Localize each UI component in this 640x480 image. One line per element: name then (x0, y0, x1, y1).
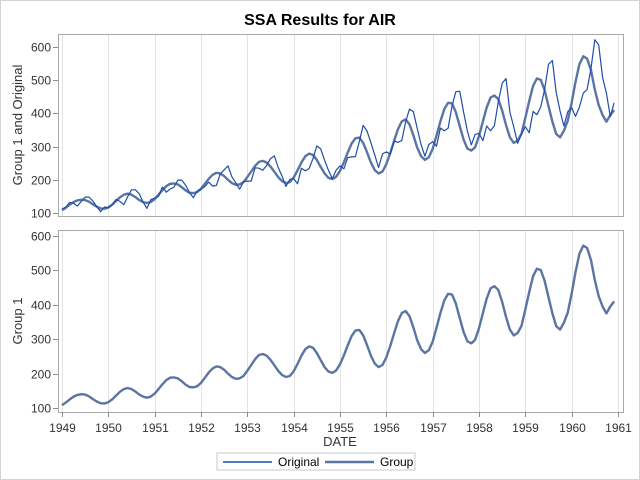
legend-label-original: Original (278, 455, 319, 469)
y-tick-label: 400 (31, 107, 51, 121)
series-line-original (61, 39, 615, 213)
x-tick-label: 1955 (327, 421, 354, 435)
y-tick-label: 100 (31, 402, 51, 416)
legend-label-group: Group (380, 455, 414, 469)
x-tick-label: 1956 (373, 421, 400, 435)
x-axis-label: DATE (323, 434, 357, 449)
panel-top: 100 200 300 400 500 600 Group 1 and Original (10, 34, 624, 221)
x-tick-label: 1959 (512, 421, 539, 435)
y-tick-label: 600 (31, 41, 51, 55)
panel-bottom: 100 200 300 400 500 600 Group 1 (10, 230, 624, 416)
panel-bottom-ylabel: Group 1 (10, 298, 25, 345)
legend-box (216, 452, 416, 471)
chart-title: SSA Results for AIR (244, 12, 396, 29)
x-tick-label: 1954 (281, 421, 308, 435)
x-axis: 1949 1950 1951 1952 1953 1954 1955 1956 1957 1958… (49, 412, 632, 435)
y-tick-label: 400 (31, 299, 51, 313)
x-tick-label: 1958 (466, 421, 493, 435)
x-tick-label: 1953 (234, 421, 261, 435)
y-tick-label: 500 (31, 74, 51, 88)
series-line-group (61, 244, 616, 407)
y-tick-label: 200 (31, 368, 51, 382)
x-tick-label: 1957 (420, 421, 447, 435)
y-tick-label: 600 (31, 230, 51, 244)
x-tick-label: 1952 (188, 421, 215, 435)
y-tick-label: 300 (31, 333, 51, 347)
x-tick-label: 1961 (605, 421, 632, 435)
panel-top-ylabel: Group 1 and Original (10, 65, 25, 186)
panel-bottom-yaxis: 100 200 300 400 500 600 (31, 230, 58, 416)
x-tick-label: 1949 (49, 421, 76, 435)
x-tick-label: 1950 (95, 421, 122, 435)
y-tick-label: 300 (31, 141, 51, 155)
legend: Original Group (216, 452, 416, 471)
series-line-group (61, 55, 616, 212)
y-tick-label: 500 (31, 264, 51, 278)
panel-top-yaxis: 100 200 300 400 500 600 (31, 41, 58, 221)
panel-bottom-series (61, 244, 616, 407)
y-tick-label: 200 (31, 174, 51, 188)
y-tick-label: 100 (31, 207, 51, 221)
x-tick-label: 1951 (142, 421, 169, 435)
x-tick-label: 1960 (559, 421, 586, 435)
panel-top-gridlines (62, 35, 619, 216)
panel-top-series (61, 39, 616, 213)
